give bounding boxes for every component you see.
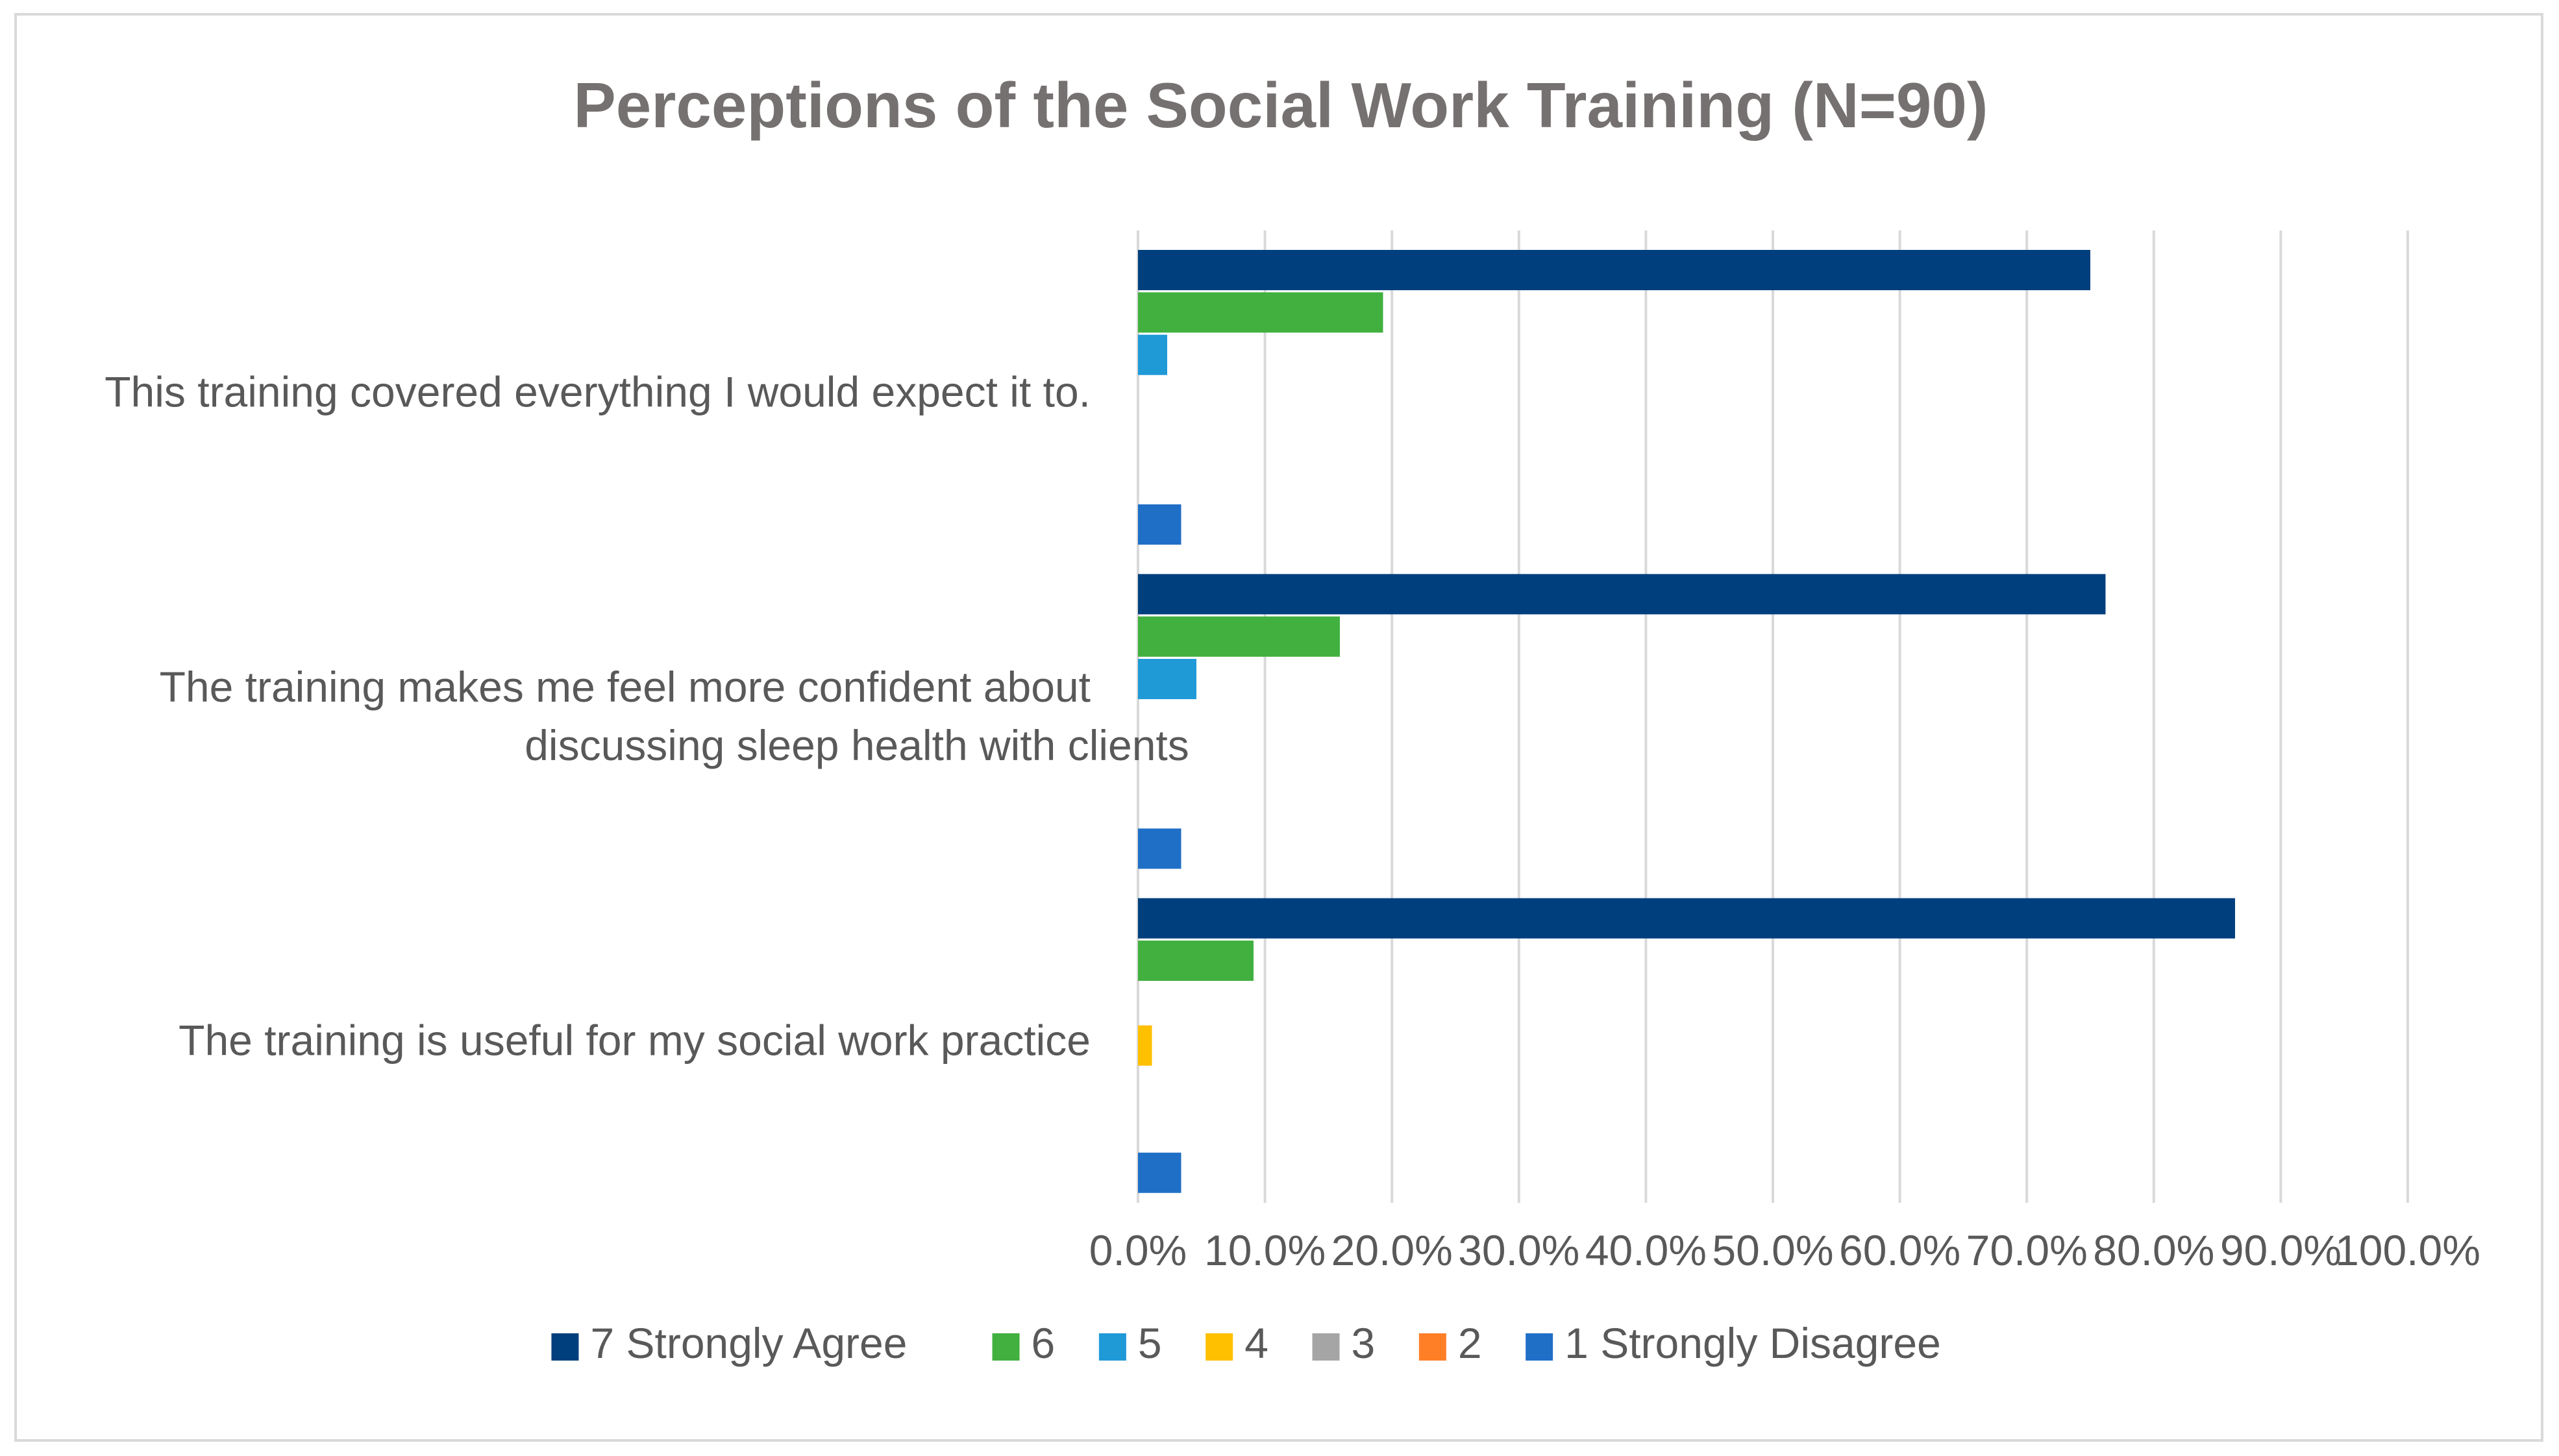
bar [1138,250,2090,291]
category-labels: This training covered everything I would… [105,368,1189,1065]
bar [1138,292,1383,333]
category-label: This training covered everything I would… [105,368,1091,416]
bar [1138,616,1341,657]
category-label: The training is useful for my social wor… [179,1016,1091,1064]
x-tick-label: 20.0% [1331,1226,1453,1274]
legend-item: 3 [1312,1319,1376,1367]
x-tick-label: 10.0% [1204,1226,1326,1274]
bar [1138,504,1181,545]
bar [1138,898,2235,939]
category-label: The training makes me feel more confiden… [160,663,1189,769]
bar [1138,941,1254,981]
legend-item: 1 Strongly Disagree [1526,1319,1941,1367]
x-tick-label: 90.0% [2220,1226,2342,1274]
x-tick-label: 70.0% [1966,1226,2088,1274]
legend-label: 5 [1138,1319,1162,1367]
legend-swatch [1205,1333,1233,1361]
x-tick-label: 100.0% [2335,1226,2480,1274]
bar [1138,574,2106,615]
bar [1138,828,1181,869]
bar [1138,1152,1181,1193]
bar [1138,1025,1152,1066]
legend-item: 5 [1098,1319,1162,1367]
legend-label: 3 [1352,1319,1376,1367]
bar [1138,334,1167,375]
x-tick-labels: 0.0% 10.0% 20.0% 30.0% 40.0% 50.0% 60.0% 70.0% 8… [1089,1226,2480,1274]
legend-swatch [551,1333,579,1361]
legend-swatch [992,1333,1020,1361]
bar [1138,659,1196,700]
x-tick-label: 40.0% [1585,1226,1707,1274]
grid-lines [1137,230,2409,1203]
legend-label: 2 [1458,1319,1482,1367]
x-tick-label: 60.0% [1839,1226,1960,1274]
x-tick-label: 50.0% [1712,1226,1833,1274]
legend-swatch [1312,1333,1340,1361]
legend-swatch [1526,1333,1553,1361]
legend-label: 1 Strongly Disagree [1564,1319,1941,1367]
legend-label: 6 [1032,1319,1056,1367]
legend-swatch [1098,1333,1126,1361]
legend-label: 7 Strongly Agree [590,1319,907,1367]
bars [1138,250,2235,1193]
legend-swatch [1418,1333,1446,1361]
legend-label: 4 [1244,1319,1268,1367]
legend: 7 Strongly Agree 6 5 4 3 2 1 Strongly Disagree [551,1319,1941,1367]
x-tick-label: 30.0% [1458,1226,1579,1274]
legend-item: 6 [992,1319,1056,1367]
legend-item: 4 [1205,1319,1268,1367]
x-tick-label: 80.0% [2093,1226,2214,1274]
legend-item: 2 [1418,1319,1482,1367]
x-tick-label: 0.0% [1089,1226,1187,1274]
legend-item: 7 Strongly Agree [551,1319,907,1367]
chart-title: Perceptions of the Social Work Training … [573,69,1988,141]
